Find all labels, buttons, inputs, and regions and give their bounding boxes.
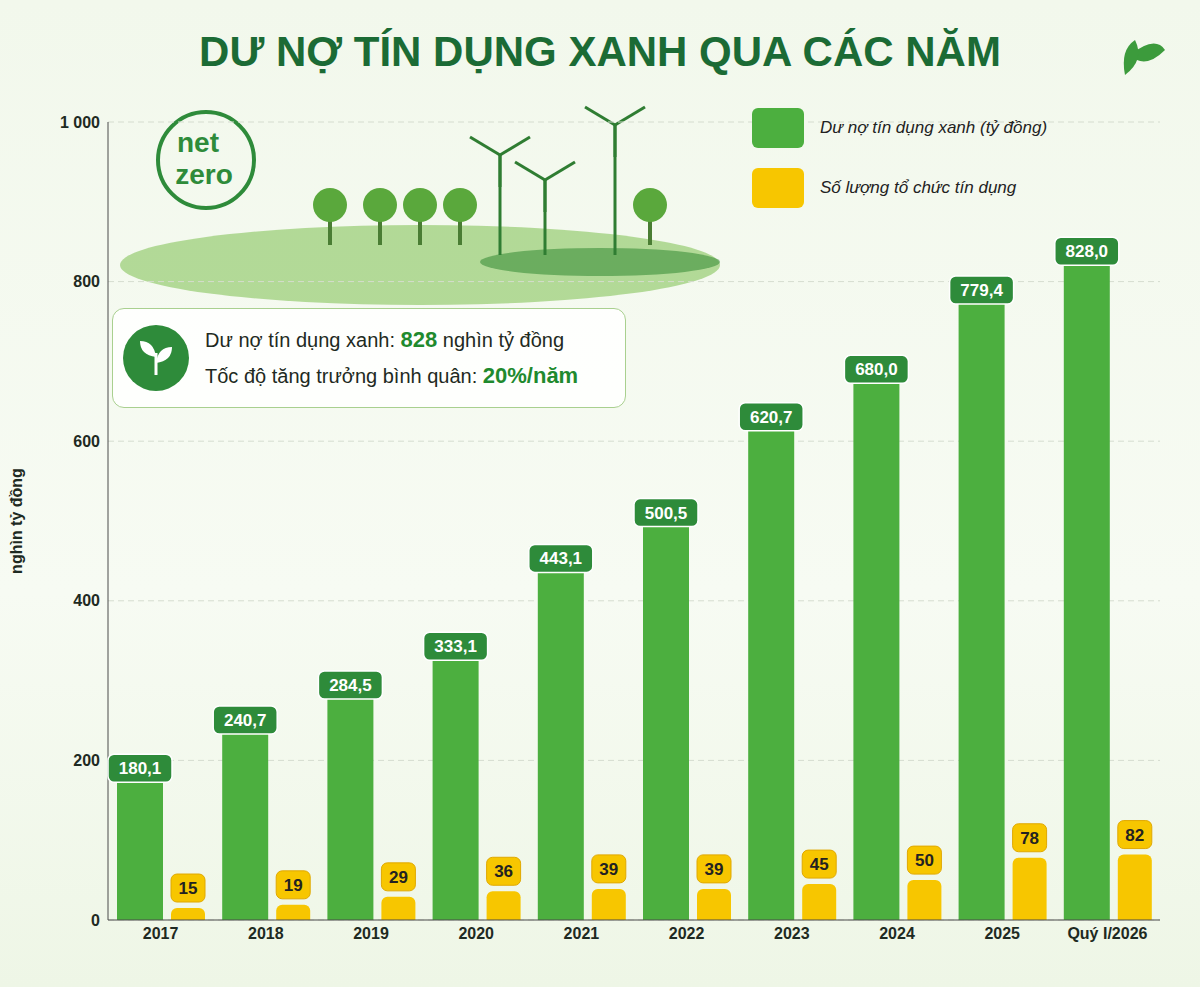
svg-text:15: 15 — [179, 879, 198, 898]
svg-text:2017: 2017 — [143, 925, 179, 942]
svg-text:19: 19 — [284, 876, 303, 895]
html-text:Số lượng tổ chức tín dụng: Số lượng tổ chức tín dụng — [820, 178, 1017, 197]
svg-text:2019: 2019 — [353, 925, 389, 942]
svg-text:200: 200 — [73, 752, 100, 769]
svg-text:443,1: 443,1 — [540, 549, 583, 568]
svg-text:36: 36 — [494, 862, 513, 881]
svg-text:600: 600 — [73, 433, 100, 450]
svg-text:0: 0 — [91, 912, 100, 929]
html-text:Tốc độ tăng trưởng bình quân:: Tốc độ tăng trưởng bình quân: 20%/năm — [205, 363, 579, 388]
svg-text:45: 45 — [810, 855, 829, 874]
svg-text:2025: 2025 — [984, 925, 1020, 942]
svg-text:zero: zero — [175, 159, 233, 190]
svg-text:net: net — [177, 127, 219, 158]
svg-text:2018: 2018 — [248, 925, 284, 942]
svg-text:50: 50 — [915, 851, 934, 870]
svg-text:78: 78 — [1020, 829, 1039, 848]
html-text:DƯ NỢ TÍN DỤNG XANH QUA CÁC NĂ: DƯ NỢ TÍN DỤNG XANH QUA CÁC NĂM — [199, 28, 1001, 75]
svg-text:828,0: 828,0 — [1066, 242, 1109, 261]
svg-text:240,7: 240,7 — [224, 711, 267, 730]
svg-text:2023: 2023 — [774, 925, 810, 942]
svg-text:333,1: 333,1 — [434, 637, 477, 656]
svg-text:82: 82 — [1125, 826, 1144, 845]
html-text:Dư nợ tín dụng xanh (tỷ đồng): Dư nợ tín dụng xanh (tỷ đồng) — [820, 118, 1048, 137]
svg-text:180,1: 180,1 — [119, 759, 162, 778]
svg-text:2020: 2020 — [458, 925, 494, 942]
svg-text:nghìn tỷ đồng: nghìn tỷ đồng — [8, 468, 25, 574]
svg-text:620,7: 620,7 — [750, 408, 793, 427]
svg-text:2022: 2022 — [669, 925, 705, 942]
svg-text:800: 800 — [73, 273, 100, 290]
svg-text:39: 39 — [705, 860, 724, 879]
html-text:Dư nợ tín dụng xanh: 828 nghìn: Dư nợ tín dụng xanh: 828 nghìn tỷ đồng — [205, 327, 564, 352]
svg-text:500,5: 500,5 — [645, 504, 688, 523]
svg-text:1 000: 1 000 — [60, 114, 100, 131]
svg-text:680,0: 680,0 — [855, 360, 898, 379]
svg-text:779,4: 779,4 — [960, 281, 1003, 300]
svg-text:2021: 2021 — [564, 925, 600, 942]
svg-text:2024: 2024 — [879, 925, 915, 942]
svg-text:39: 39 — [599, 860, 618, 879]
svg-text:29: 29 — [389, 868, 408, 887]
svg-text:400: 400 — [73, 592, 100, 609]
svg-text:Quý I/2026: Quý I/2026 — [1067, 925, 1147, 942]
svg-text:284,5: 284,5 — [329, 676, 372, 695]
